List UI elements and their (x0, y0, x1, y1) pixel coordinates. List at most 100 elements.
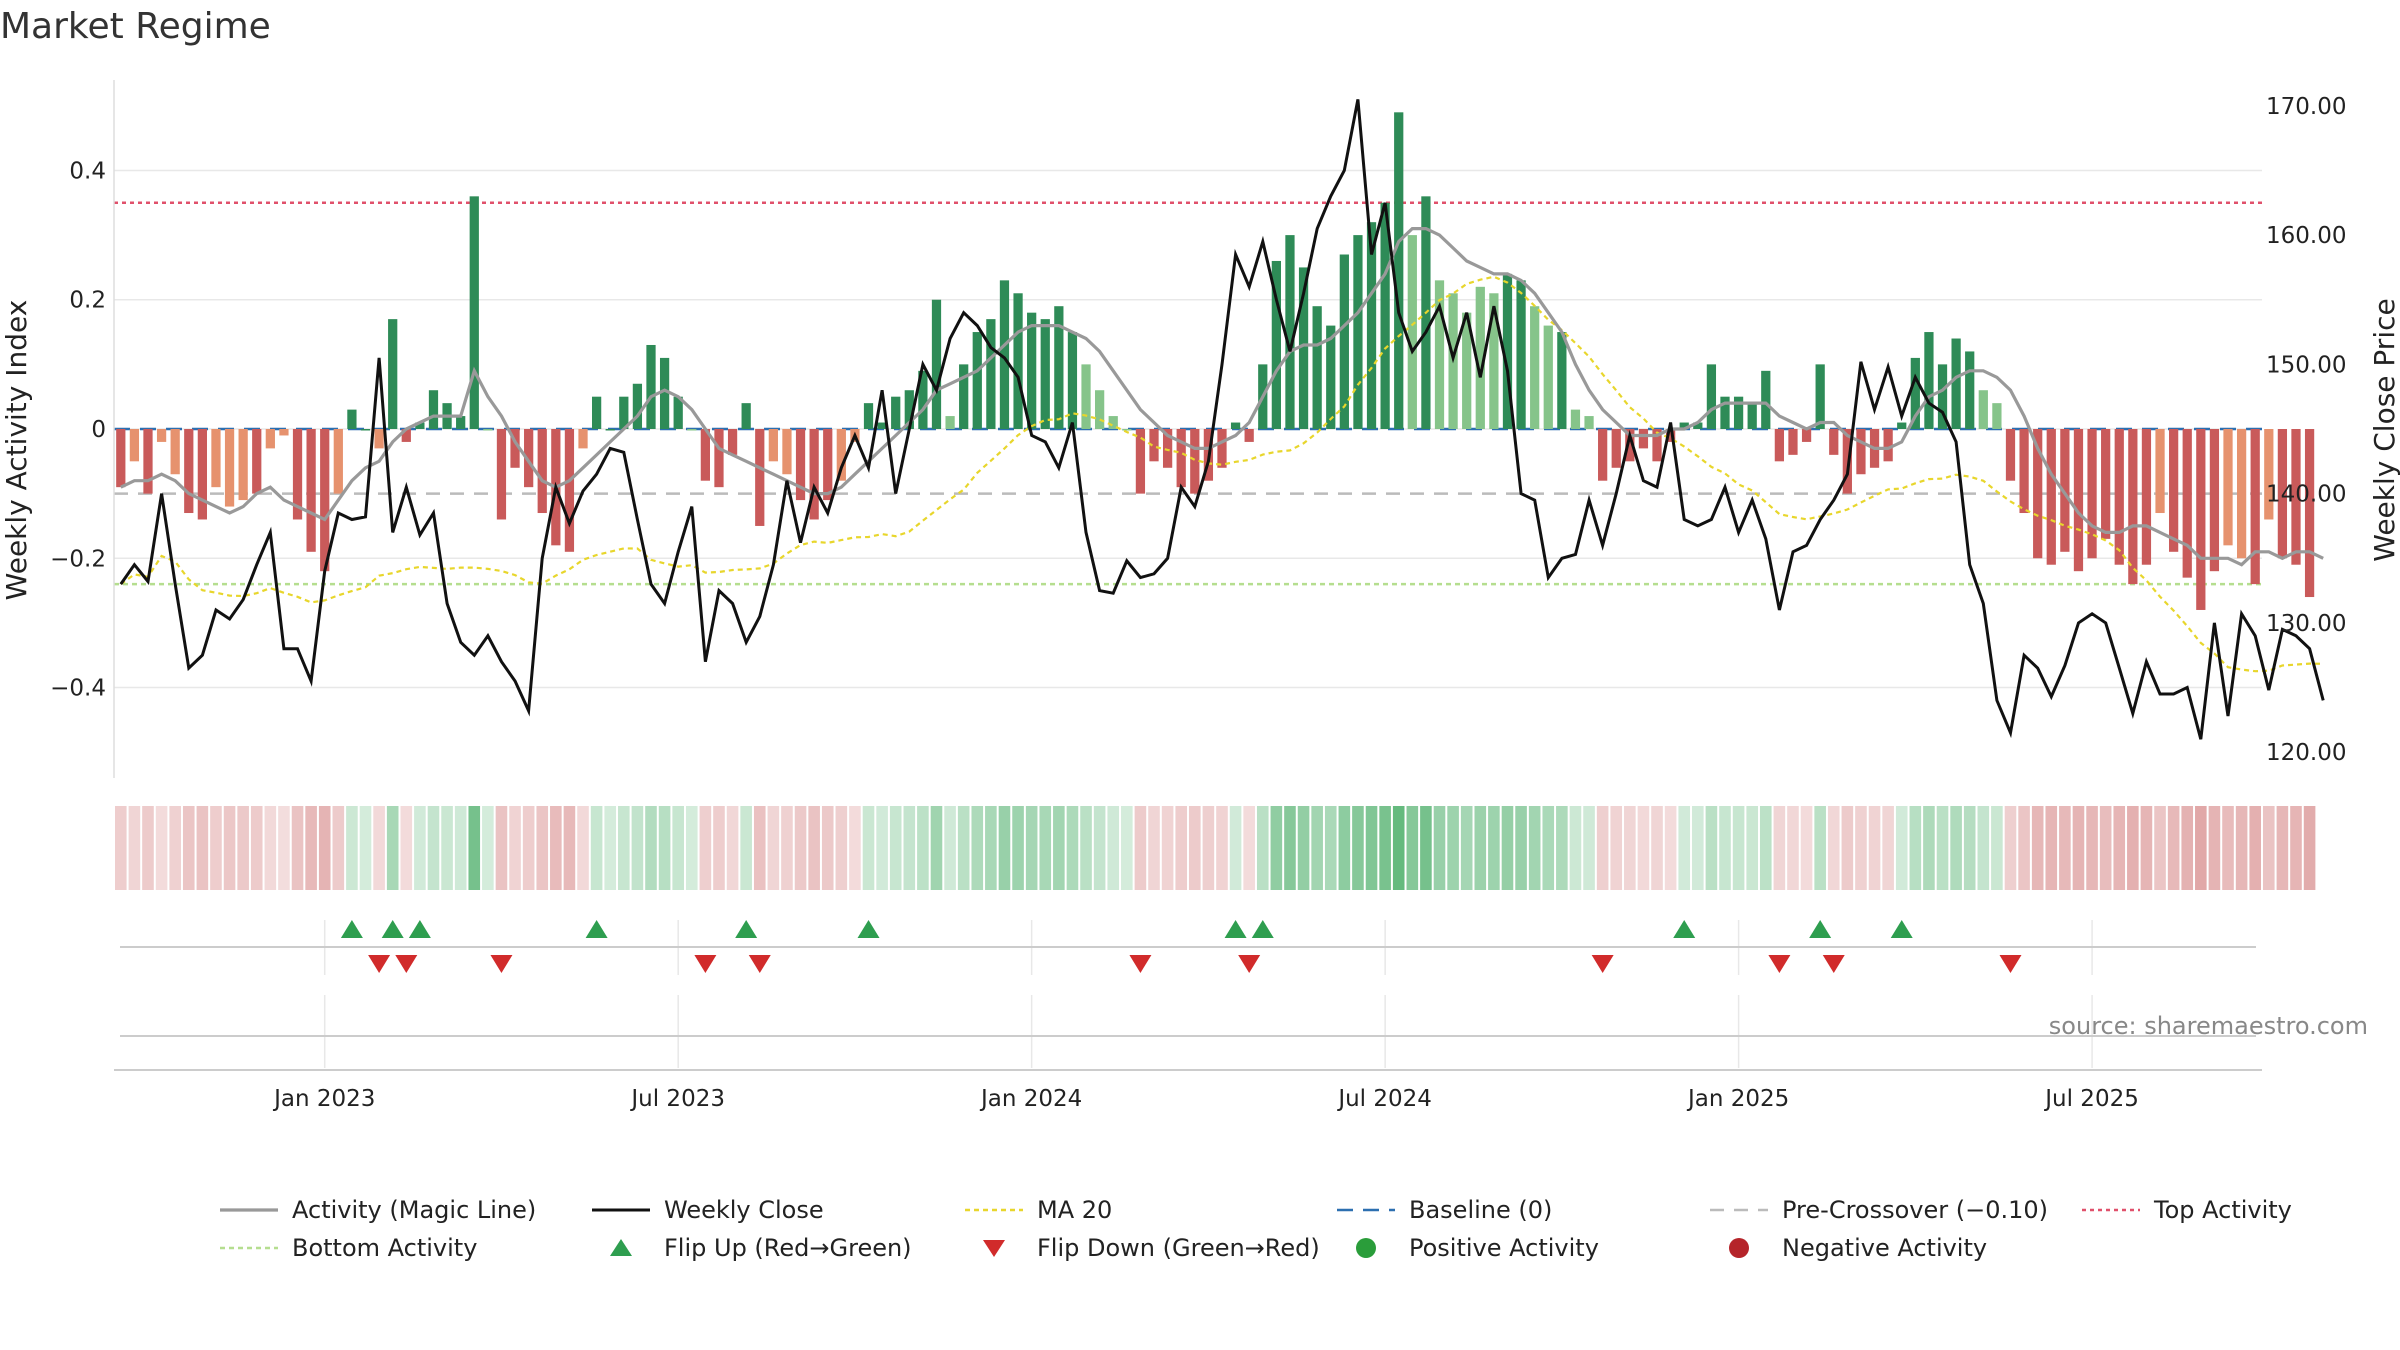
regime-strip-cell (849, 806, 861, 890)
activity-bar (1801, 429, 1812, 442)
legend-label: Activity (Magic Line) (292, 1196, 536, 1224)
activity-bar (2169, 429, 2179, 552)
regime-strip-cell (1759, 806, 1772, 890)
activity-bar (687, 429, 697, 431)
regime-strip-cell (1787, 806, 1799, 890)
regime-strip-cell (115, 806, 127, 890)
activity-bar (1584, 416, 1594, 429)
regime-strip-cell (876, 806, 888, 890)
regime-strip-cell (400, 806, 413, 890)
regime-strip-cell (182, 806, 195, 890)
activity-bar (1067, 332, 1078, 429)
regime-strip-cell (332, 806, 345, 890)
regime-strip-cell (441, 806, 453, 890)
legend-label: Weekly Close (664, 1196, 824, 1224)
y-right-tick-label: 130.00 (2266, 611, 2346, 637)
activity-bar (1557, 332, 1567, 429)
activity-bar (374, 429, 384, 449)
activity-bar (877, 422, 887, 429)
activity-bar (1924, 332, 1934, 429)
activity-bar (1271, 260, 1281, 429)
threshold-lines (114, 201, 2262, 586)
legend-item-flipup: Flip Up (Red→Green) (610, 1234, 912, 1262)
activity-bar (347, 409, 357, 429)
activity-bar (1733, 396, 1744, 429)
regime-strip-cell (658, 806, 671, 890)
regime-strip-cell (740, 806, 752, 890)
activity-bar (1965, 351, 1975, 429)
activity-bar (1162, 429, 1173, 468)
flip-down-marker (748, 955, 771, 973)
legend-item-ma20: MA 20 (965, 1196, 1112, 1224)
regime-strip-cell (1596, 806, 1609, 890)
regime-strip-cell (1950, 806, 1962, 890)
regime-strip-cell (223, 806, 236, 890)
activity-bar (714, 429, 724, 488)
activity-bar (469, 196, 479, 429)
activity-bar (2264, 429, 2274, 520)
regime-strip-cell (2303, 806, 2316, 890)
flip-down-marker (368, 955, 391, 973)
regime-strip-cell (726, 806, 739, 890)
activity-bar (1815, 364, 1825, 429)
legend-label: Top Activity (2153, 1196, 2292, 1224)
flip-down-marker (1129, 955, 1152, 973)
activity-bar (578, 429, 588, 449)
regime-strip-cell (1392, 806, 1405, 890)
activity-bar (1693, 422, 1703, 429)
regime-strip-cell (957, 806, 970, 890)
flip-down-marker (395, 955, 418, 973)
activity-bar (1937, 364, 1948, 429)
regime-strip-cell (386, 806, 399, 890)
x-tick-label: Jul 2023 (629, 1086, 725, 1112)
regime-strip-cell (318, 806, 331, 890)
regime-strip-cell (971, 806, 984, 890)
flip-down-marker (1238, 955, 1261, 973)
activity-bar (456, 416, 466, 429)
magic-line (120, 227, 2324, 567)
flip-up-marker (1809, 920, 1832, 938)
activity-bar (1217, 429, 1227, 468)
activity-bar (388, 319, 398, 429)
x-tick-label: Jul 2025 (2043, 1086, 2139, 1112)
activity-bar (2250, 429, 2260, 585)
activity-bar (1475, 286, 1485, 429)
legend-item-negact: Negative Activity (1729, 1234, 1987, 1262)
activity-bar (2155, 429, 2165, 514)
regime-strip-cell (1202, 806, 1215, 890)
activity-bar (1462, 312, 1472, 429)
regime-strip-cell (1460, 806, 1473, 890)
regime-strip-cell (237, 806, 249, 890)
activity-bar (1122, 429, 1132, 431)
activity-bar (1788, 429, 1798, 455)
activity-bar (1285, 235, 1295, 429)
regime-strip-cell (1189, 806, 1201, 890)
flip-down-marker (1591, 955, 1614, 973)
activity-bar (184, 429, 194, 514)
activity-bar (836, 429, 846, 481)
activity-bar (428, 390, 439, 429)
activity-bar (1774, 429, 1785, 462)
regime-strip-cell (1773, 806, 1786, 890)
activity-bar (1652, 429, 1662, 462)
regime-strip-cell (1025, 806, 1038, 890)
regime-strip-cell (835, 806, 848, 890)
y-right-tick-label: 140.00 (2266, 482, 2346, 508)
activity-bar (1230, 422, 1241, 429)
activity-bar (931, 299, 942, 429)
y-right-tick-label: 170.00 (2266, 94, 2346, 120)
regime-strip-cell (155, 806, 168, 890)
activity-bar (320, 429, 330, 572)
activity-bar (129, 429, 140, 462)
activity-bar (2128, 429, 2138, 585)
regime-strip-cell (468, 806, 481, 890)
activity-bar (2073, 429, 2084, 572)
flip-down-marker (1999, 955, 2022, 973)
regime-strip-cell (1583, 806, 1595, 890)
regime-strip-cell (1556, 806, 1568, 890)
regime-strip-cell (1379, 806, 1391, 890)
regime-strip-cell (1515, 806, 1527, 890)
x-axis: Jan 2023 Jul 2023 Jan 2024 Jul 2024 Jan 2025… (114, 1069, 2262, 1112)
activity-bar (2101, 429, 2111, 539)
